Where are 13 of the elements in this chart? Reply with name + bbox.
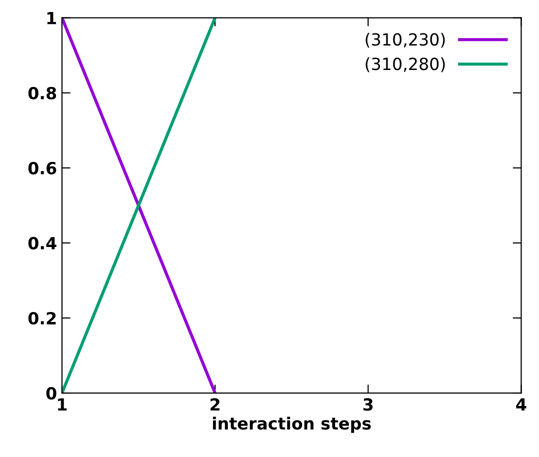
y-tick-label: 0.6 [28,162,56,174]
y-tick-label: 0 [46,386,56,400]
y-tick-label: 0.2 [28,312,56,325]
legend-label: (310,280) [366,57,445,72]
x-tick-label: 2 [210,398,220,411]
x-tick-label: 3 [363,398,373,411]
y-tick-label: 0.4 [28,236,56,250]
y-tick-label: 0.8 [28,86,56,100]
x-tick-label: 1 [58,398,67,411]
x-axis-title: interaction steps [212,416,371,433]
x-tick-label: 4 [516,398,526,411]
y-tick-label: 1 [47,12,56,24]
legend-label: (310,230) [366,32,445,48]
